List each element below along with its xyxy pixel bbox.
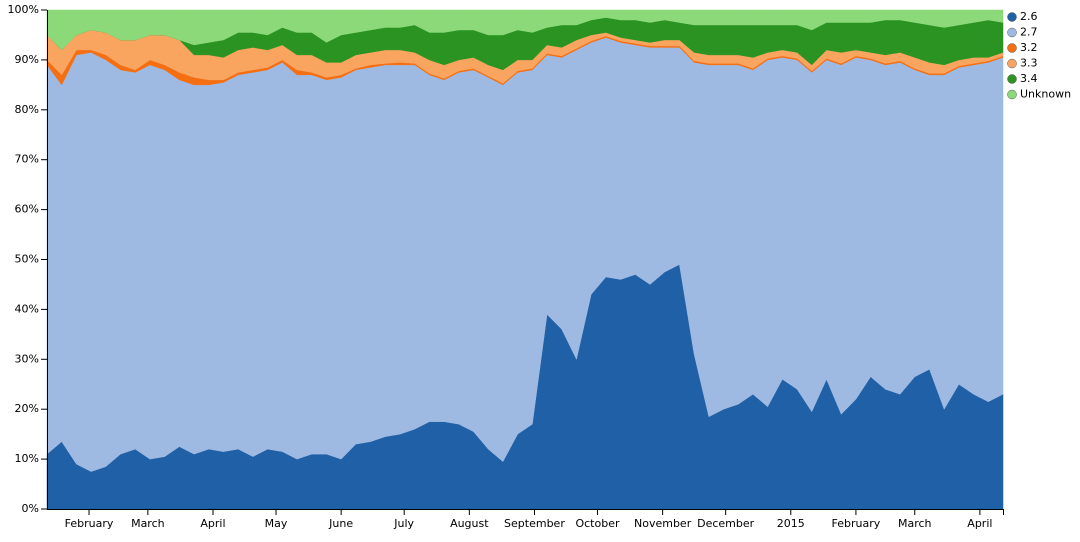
y-tick-label: 70% <box>15 153 39 166</box>
legend-swatch <box>1007 58 1017 69</box>
x-tick-label: June <box>328 517 353 530</box>
legend-label: 3.3 <box>1020 57 1038 70</box>
legend-swatch <box>1007 27 1017 38</box>
x-tick-label: February <box>832 517 881 530</box>
y-tick-label: 10% <box>15 452 39 465</box>
x-tick-label: November <box>634 517 692 530</box>
x-tick-label: April <box>967 517 992 530</box>
legend-swatch <box>1007 74 1017 84</box>
legend-swatch <box>1007 43 1017 53</box>
legend-swatch <box>1007 12 1017 22</box>
y-tick-label: 40% <box>15 302 39 315</box>
x-tick-label: May <box>265 517 288 530</box>
area <box>46 9 1004 51</box>
x-tick-label: August <box>450 517 489 530</box>
legend-label: Unknown <box>1020 88 1071 101</box>
y-tick-label: 90% <box>15 53 39 66</box>
x-tick-label: October <box>575 517 619 530</box>
x-tick-label: February <box>65 517 114 530</box>
x-tick-label: 2015 <box>777 517 805 530</box>
x-tick-label: March <box>898 517 932 530</box>
legend-label: 3.4 <box>1020 72 1038 85</box>
legend-label: 3.2 <box>1020 41 1038 54</box>
x-tick-label: March <box>131 517 165 530</box>
x-tick-label: September <box>504 517 565 530</box>
y-tick-label: 60% <box>15 203 39 216</box>
legend-label: 2.6 <box>1020 10 1038 23</box>
x-tick-label: April <box>200 517 225 530</box>
y-tick-label: 100% <box>8 3 39 16</box>
y-tick-label: 80% <box>15 103 39 116</box>
y-tick-label: 30% <box>15 352 39 365</box>
y-tick-label: 20% <box>15 402 39 415</box>
x-tick-label: July <box>393 517 414 530</box>
legend-label: 2.7 <box>1020 26 1038 39</box>
legend-swatch <box>1007 89 1017 100</box>
y-tick-label: 50% <box>15 253 39 266</box>
y-tick-label: 0% <box>22 502 39 515</box>
x-tick-label: December <box>697 517 755 530</box>
